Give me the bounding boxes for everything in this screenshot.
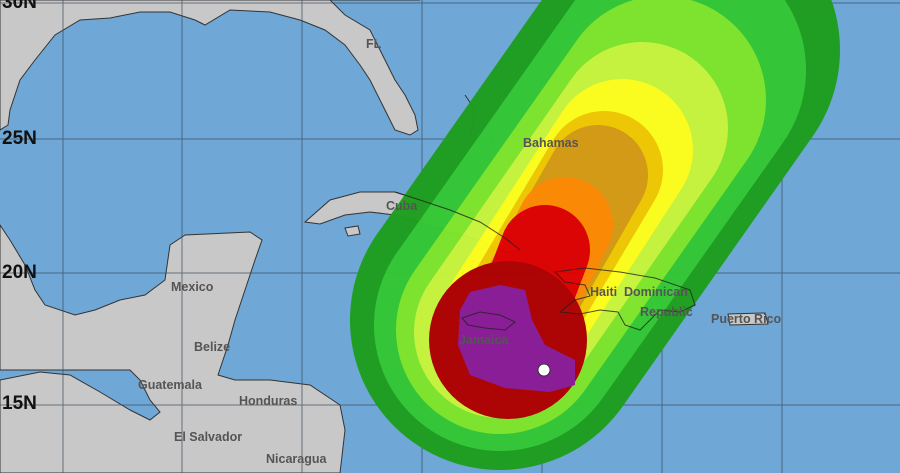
label-fl: FL [366,37,382,51]
label-el-salvador: El Salvador [174,430,243,444]
label-dominican-republic-2: Republic [640,305,693,319]
label-honduras: Honduras [239,394,298,408]
lat-label-25n: 25N [2,128,37,149]
lat-label-30n: 30N [2,0,37,13]
label-haiti: Haiti [590,285,618,299]
label-jamaica: Jamaica [459,333,509,347]
mexico-central-america [0,224,346,473]
label-nicaragua: Nicaragua [266,452,327,466]
puerto-rico [727,312,769,326]
label-belize: Belize [194,340,231,354]
us-gulf-coast [0,0,420,136]
label-mexico: Mexico [171,280,214,294]
label-puerto-rico: Puerto Rico [711,312,782,326]
lat-label-20n: 20N [2,262,37,283]
lat-label-15n: 15N [2,393,37,414]
label-bahamas: Bahamas [523,136,579,150]
storm-center-marker[interactable] [537,363,551,377]
label-dominican-republic-1: Dominican [624,285,688,299]
label-guatemala: Guatemala [138,378,202,392]
label-cuba: Cuba [386,199,418,213]
isla-juventud [344,225,361,237]
coast-overlay [394,191,696,331]
